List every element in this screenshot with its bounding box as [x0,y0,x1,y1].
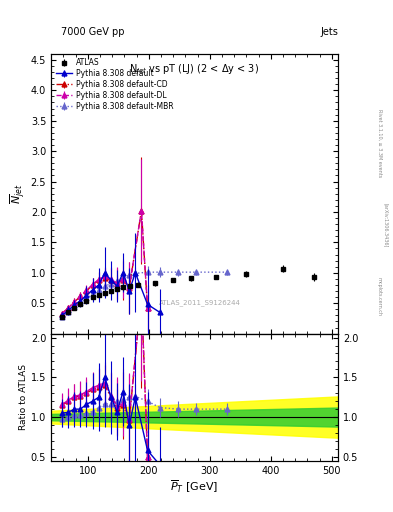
Text: mcplots.cern.ch: mcplots.cern.ch [377,278,382,316]
Y-axis label: $\overline{N}_{jet}$: $\overline{N}_{jet}$ [9,183,28,204]
Text: 7000 GeV pp: 7000 GeV pp [61,27,125,37]
X-axis label: $\overline{P}_T$ [GeV]: $\overline{P}_T$ [GeV] [171,478,219,495]
Text: N$_{jet}$ vs pT (LJ) (2 < $\Delta$y < 3): N$_{jet}$ vs pT (LJ) (2 < $\Delta$y < 3) [129,62,260,77]
Text: Rivet 3.1.10, ≥ 3.3M events: Rivet 3.1.10, ≥ 3.3M events [377,109,382,178]
Y-axis label: Ratio to ATLAS: Ratio to ATLAS [19,364,28,430]
Text: ATLAS_2011_S9126244: ATLAS_2011_S9126244 [159,299,241,306]
Legend: ATLAS, Pythia 8.308 default, Pythia 8.308 default-CD, Pythia 8.308 default-DL, P: ATLAS, Pythia 8.308 default, Pythia 8.30… [54,57,174,113]
Text: Jets: Jets [320,27,338,37]
Text: [arXiv:1306.3436]: [arXiv:1306.3436] [384,203,388,247]
